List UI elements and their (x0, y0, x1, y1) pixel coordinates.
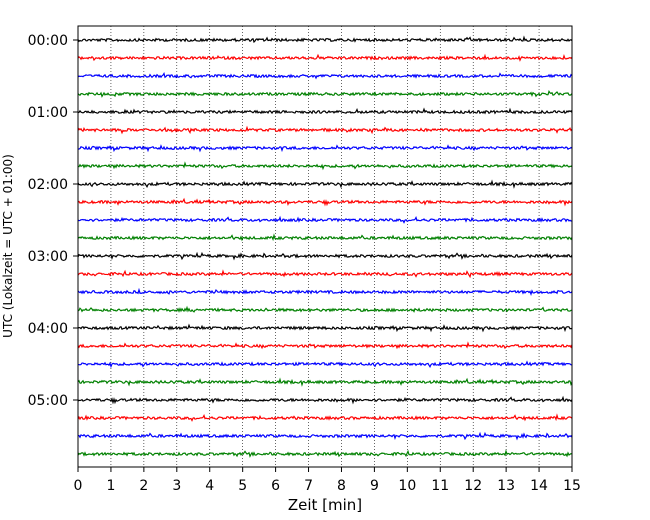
x-axis-label: Zeit [min] (288, 496, 362, 514)
x-tick-label: 1 (106, 478, 115, 494)
x-tick-label: 5 (238, 478, 247, 494)
trace-line (77, 431, 573, 441)
x-tick-label: 11 (431, 478, 449, 494)
x-tick-label: 7 (304, 478, 313, 494)
y-tick-label: 02:00 (28, 177, 68, 193)
trace-line (77, 377, 573, 387)
x-tick-label: 13 (497, 478, 515, 494)
trace-line (77, 179, 573, 189)
trace-line (77, 215, 573, 224)
x-tick-label: 12 (464, 478, 482, 494)
trace-line (77, 161, 573, 171)
trace-line (77, 395, 573, 405)
trace-line (77, 53, 573, 62)
x-tick-label: 10 (398, 478, 416, 494)
y-axis-label: UTC (Lokalzeit = UTC + 01:00) (1, 154, 15, 338)
trace-line (77, 89, 573, 98)
trace-line (77, 269, 573, 279)
x-tick-label: 9 (370, 478, 379, 494)
y-tick-label: 00:00 (28, 33, 68, 49)
seismic-traces (77, 35, 573, 458)
x-tick-label: 15 (563, 478, 581, 494)
trace-line (77, 251, 573, 261)
trace-line (77, 125, 573, 135)
x-tick-label: 0 (74, 478, 83, 494)
x-tick-label: 8 (337, 478, 346, 494)
trace-line (77, 144, 573, 153)
trace-line (77, 35, 573, 44)
trace-line (77, 413, 573, 422)
x-tick-label: 3 (172, 478, 181, 494)
trace-line (77, 71, 573, 80)
x-axis-ticks: 0 1 2 3 4 5 6 7 8 9 10 11 12 13 14 15 (74, 467, 581, 494)
trace-line (77, 197, 573, 207)
x-tick-label: 4 (205, 478, 214, 494)
y-tick-label: 05:00 (28, 393, 68, 409)
y-tick-label: 03:00 (28, 249, 68, 265)
trace-line (77, 305, 573, 313)
trace-line (77, 287, 573, 297)
trace-line (77, 449, 573, 458)
trace-line (77, 323, 573, 333)
x-tick-label: 6 (271, 478, 280, 494)
y-tick-label: 04:00 (28, 321, 68, 337)
x-tick-label: 2 (139, 478, 148, 494)
trace-line (77, 360, 573, 369)
y-axis-ticks: 00:00 01:00 02:00 03:00 04:00 05:00 (28, 33, 78, 409)
trace-line (77, 233, 573, 242)
plot-frame (77, 25, 573, 468)
trace-line (77, 341, 573, 350)
x-tick-label: 14 (530, 478, 548, 494)
trace-line (77, 107, 573, 115)
y-tick-label: 01:00 (28, 105, 68, 121)
